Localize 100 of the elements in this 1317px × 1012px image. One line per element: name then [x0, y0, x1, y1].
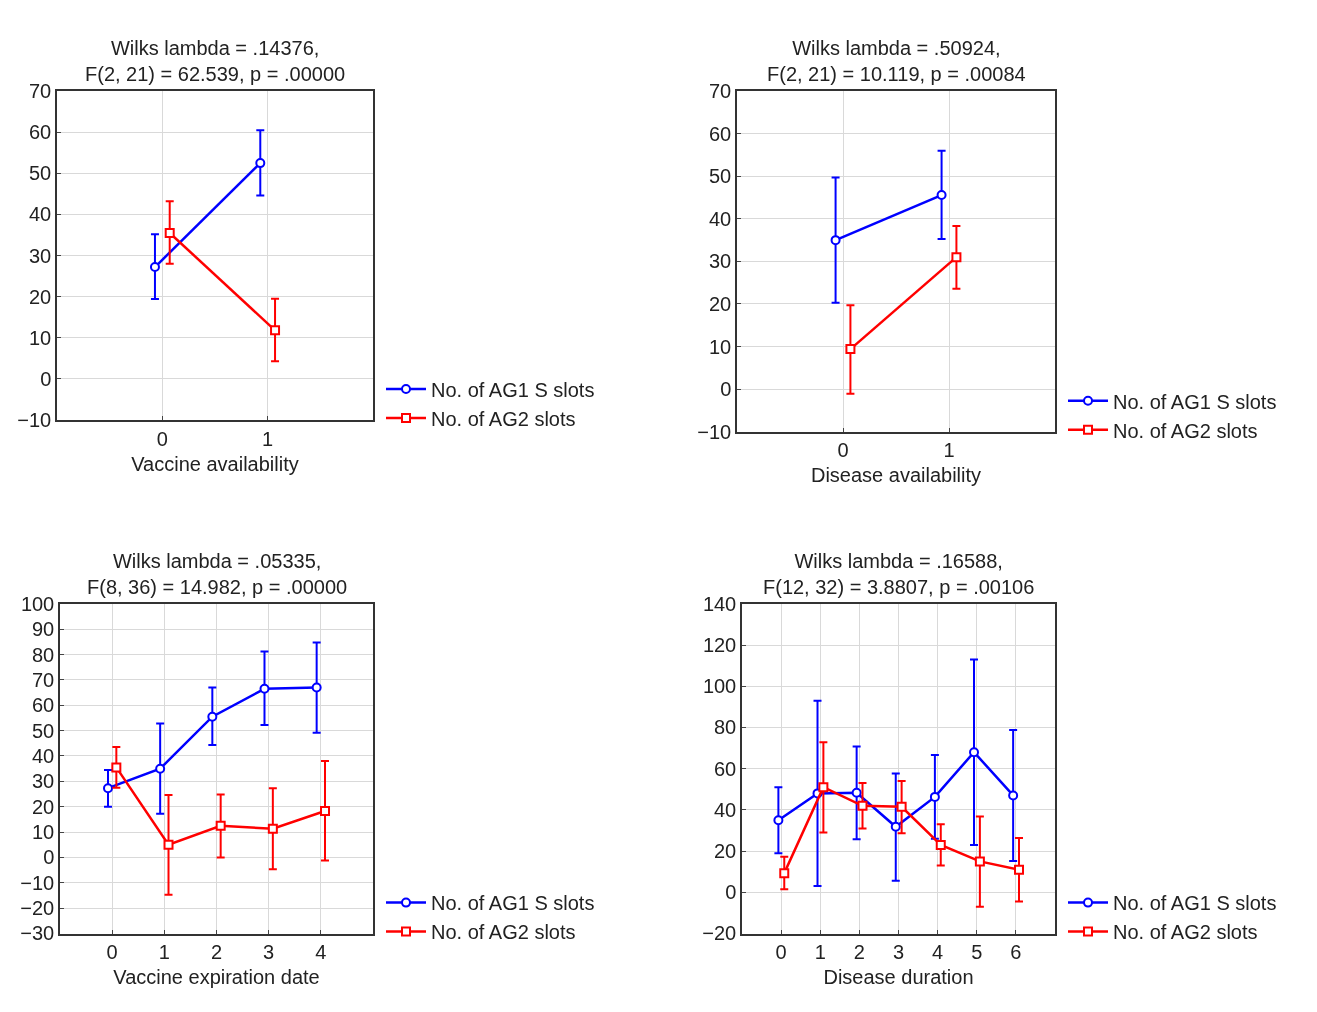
point: [102, 783, 113, 794]
chart-title: Wilks lambda = .50924, F(2, 21) = 10.119, p = .00084: [767, 37, 1026, 85]
y-tick-label: 60: [29, 121, 52, 144]
y-tick-label: 20: [709, 292, 732, 315]
chart-title: Wilks lambda = .05335, F(8, 36) = 14.982, p = .00000: [87, 550, 348, 598]
y-tick-label: 10: [29, 326, 52, 349]
x-tick-label: 2: [853, 941, 865, 964]
x-axis-title: Disease availability: [810, 464, 982, 487]
point: [818, 782, 829, 793]
y-tick-label: 60: [709, 122, 732, 145]
y-tick-label: 120: [702, 634, 737, 657]
y-tick-label: 30: [29, 244, 52, 267]
legend-label: No. of AG1 S slots: [1113, 390, 1277, 413]
point: [929, 791, 940, 802]
legend-label: No. of AG2 slots: [431, 921, 576, 944]
point: [830, 235, 841, 246]
y-tick-label: 0: [43, 846, 55, 869]
point: [1008, 790, 1019, 801]
point: [890, 821, 901, 832]
legend-label: No. of AG2 slots: [1113, 419, 1258, 442]
y-tick-label: 60: [32, 694, 55, 717]
legend-label: No. of AG2 slots: [1113, 921, 1258, 944]
y-tick-label: 50: [709, 165, 732, 188]
x-tick-label: 4: [932, 941, 944, 964]
legend-label: No. of AG1 S slots: [1113, 892, 1277, 915]
y-tick-label: 90: [32, 618, 55, 641]
x-axis-title: Vaccine availability: [131, 452, 299, 475]
y-tick-label: 70: [709, 80, 732, 103]
point: [155, 763, 166, 774]
y-tick-label: 20: [714, 840, 737, 863]
y-tick-label: −30: [20, 922, 55, 945]
y-tick-label: 0: [725, 881, 737, 904]
y-tick-label: 80: [714, 716, 737, 739]
y-tick-label: −10: [17, 408, 52, 431]
point: [845, 344, 856, 355]
point: [164, 227, 175, 238]
point: [149, 262, 160, 273]
x-tick-label: 6: [1010, 941, 1022, 964]
y-tick-label: 100: [20, 592, 55, 615]
x-tick-label: 4: [315, 941, 327, 964]
y-tick-label: 70: [29, 80, 52, 103]
y-tick-label: 30: [32, 770, 55, 793]
y-tick-label: 80: [32, 643, 55, 666]
x-tick-label: 1: [943, 439, 955, 462]
point: [896, 801, 907, 812]
x-tick-label: 3: [892, 941, 905, 964]
x-tick-label: 2: [210, 941, 223, 964]
point: [111, 762, 122, 773]
x-tick-label: 0: [106, 941, 118, 964]
y-tick-label: 60: [714, 757, 737, 780]
legend-label: No. of AG1 S slots: [431, 892, 595, 915]
y-tick-label: 10: [709, 335, 732, 358]
y-tick-label: 20: [29, 285, 52, 308]
chart-title: Wilks lambda = .14376, F(2, 21) = 62.539, p = .00000: [85, 37, 346, 85]
point: [851, 787, 862, 798]
y-tick-label: 100: [702, 675, 737, 698]
point: [1014, 864, 1025, 875]
x-axis-title: Disease duration: [823, 966, 974, 989]
point: [974, 856, 985, 867]
point: [779, 868, 790, 879]
y-tick-label: 40: [32, 744, 55, 767]
point: [311, 682, 322, 693]
x-tick-label: 0: [775, 941, 787, 964]
y-tick-label: 50: [29, 162, 52, 185]
point: [320, 806, 331, 817]
point: [936, 190, 947, 201]
point: [270, 325, 281, 336]
y-tick-label: 140: [702, 592, 737, 615]
y-tick-label: 10: [32, 821, 55, 844]
point: [215, 820, 226, 831]
legend-label: No. of AG2 slots: [431, 407, 576, 430]
x-tick-label: 1: [262, 427, 274, 450]
x-tick-label: 1: [814, 941, 826, 964]
y-tick-label: 70: [32, 668, 55, 691]
point: [969, 747, 980, 758]
x-tick-label: 1: [158, 941, 170, 964]
point: [255, 158, 266, 169]
y-tick-label: 0: [40, 367, 52, 390]
x-tick-label: 5: [971, 941, 983, 964]
point: [207, 711, 218, 722]
y-tick-label: −20: [702, 922, 737, 945]
y-tick-label: 40: [714, 798, 737, 821]
legend-label: No. of AG1 S slots: [431, 378, 595, 401]
y-tick-label: −10: [697, 420, 732, 443]
y-tick-label: −10: [20, 871, 55, 894]
y-tick-label: 20: [32, 795, 55, 818]
y-tick-label: 40: [29, 203, 52, 226]
point: [935, 839, 946, 850]
y-tick-label: 50: [32, 719, 55, 742]
point: [259, 683, 270, 694]
y-tick-label: 40: [709, 207, 732, 230]
point: [773, 815, 784, 826]
point: [857, 800, 868, 811]
point: [951, 252, 962, 263]
chart-title: Wilks lambda = .16588, F(12, 32) = 3.8807, p = .00106: [763, 550, 1035, 598]
y-tick-label: 0: [720, 378, 732, 401]
x-axis-title: Vaccine expiration date: [113, 966, 320, 989]
point: [267, 823, 278, 834]
y-tick-label: 30: [709, 250, 732, 273]
y-tick-label: −20: [20, 897, 55, 920]
